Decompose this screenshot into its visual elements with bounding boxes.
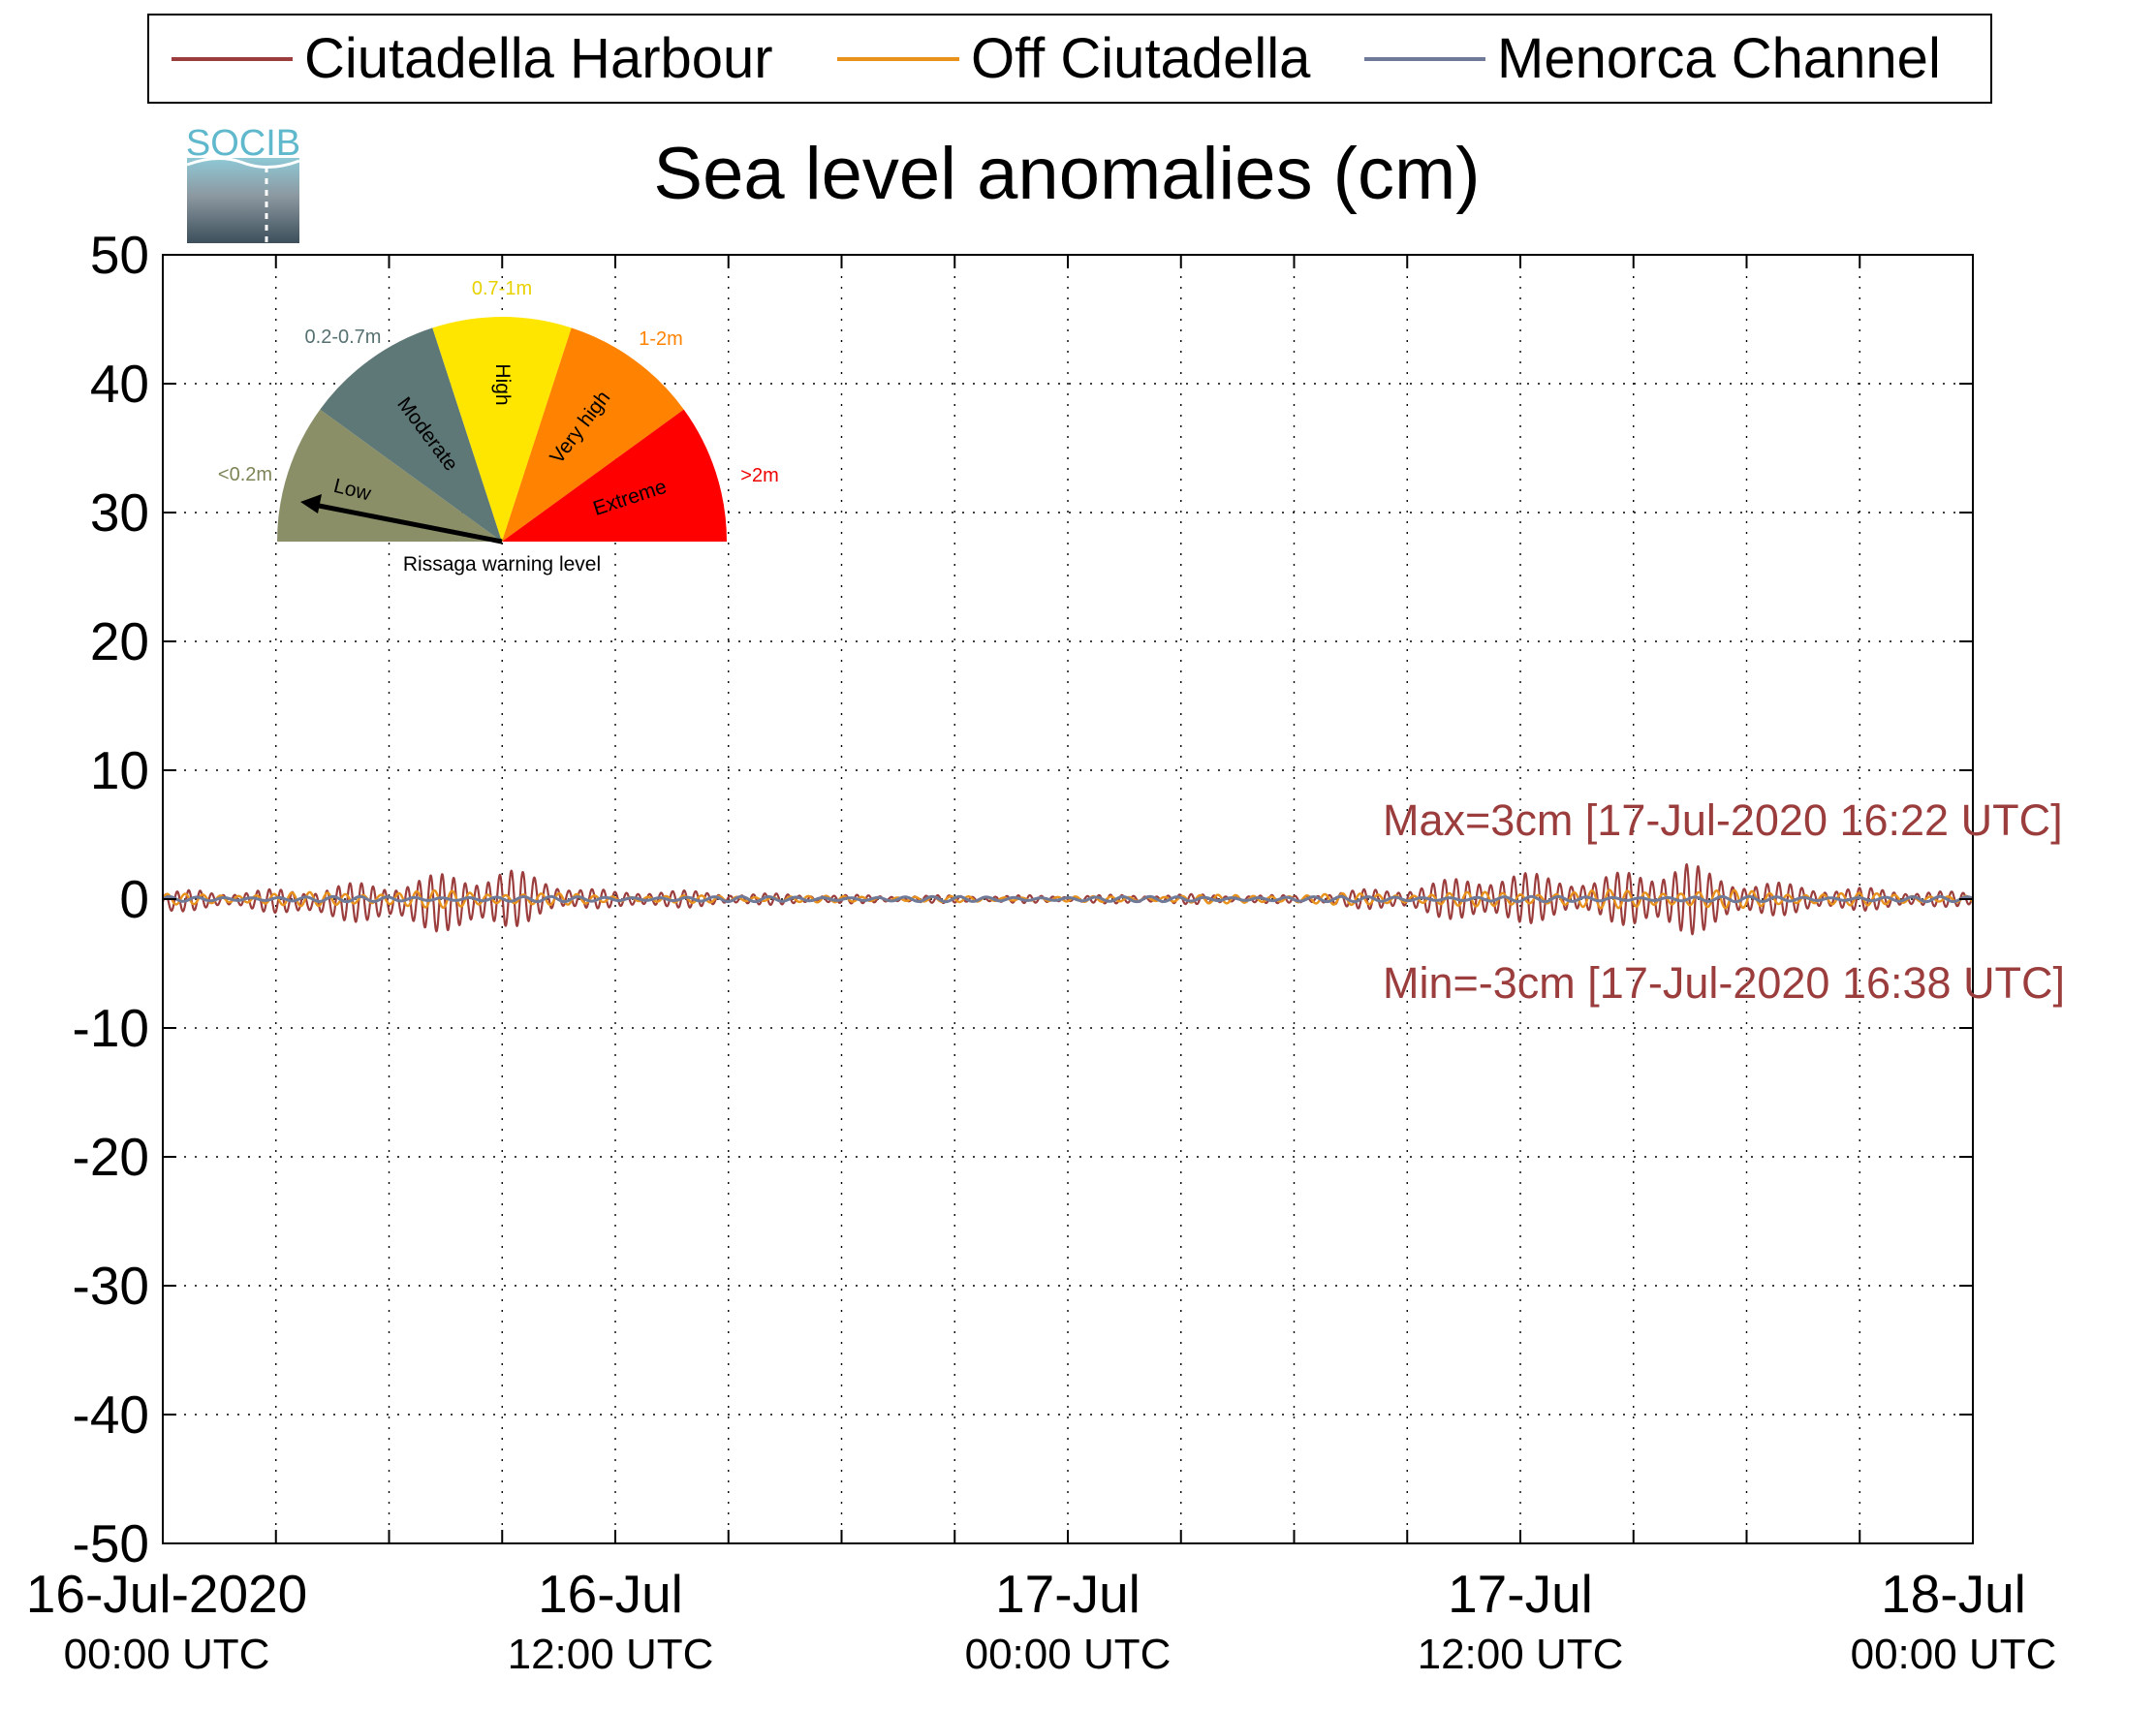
y-tick-label: 20 bbox=[90, 611, 149, 671]
gauge-range-moderate: 0.2-0.7m bbox=[305, 327, 382, 348]
y-tick-label: -10 bbox=[73, 998, 150, 1058]
gauge-sector-extreme bbox=[502, 409, 727, 542]
legend-label-off-ciutadella: Off Ciutadella bbox=[971, 27, 1311, 90]
x-tick-label-date: 17-Jul bbox=[1448, 1564, 1593, 1624]
y-tick-label: -40 bbox=[73, 1385, 150, 1445]
rissaga-gauge: Low Moderate High Very high Extreme <0.2… bbox=[218, 278, 779, 576]
logo-text: SOCIB bbox=[186, 123, 300, 164]
gauge-range-high: 0.7-1m bbox=[472, 278, 532, 299]
y-tick-label: 50 bbox=[90, 225, 149, 285]
gauge-sector-moderate bbox=[320, 327, 502, 542]
min-annotation: Min=-3cm [17-Jul-2020 16:38 UTC] bbox=[1383, 958, 2065, 1008]
legend-box bbox=[147, 14, 1992, 104]
gauge-needle-arrowhead bbox=[300, 494, 322, 514]
socib-logo: SOCIB bbox=[186, 123, 300, 243]
x-tick-label-time: 00:00 UTC bbox=[1851, 1631, 2057, 1678]
gauge-range-extreme: >2m bbox=[740, 465, 778, 486]
y-tick-label: -30 bbox=[73, 1256, 150, 1316]
chart-title: Sea level anomalies (cm) bbox=[653, 133, 1480, 215]
x-tick-labels: 16-Jul-2020 00:00 UTC 16-Jul 12:00 UTC 1… bbox=[26, 1564, 2057, 1678]
gauge-needle bbox=[313, 502, 503, 545]
logo-gradient-block bbox=[187, 158, 299, 243]
x-tick-label-date: 18-Jul bbox=[1881, 1564, 2026, 1624]
series-line-menorca-channel bbox=[161, 894, 1975, 904]
tick-marks bbox=[163, 254, 1973, 1544]
series-line-off-ciutadella bbox=[161, 888, 1974, 910]
y-tick-label: 10 bbox=[90, 740, 149, 800]
x-tick-label-time: 00:00 UTC bbox=[64, 1631, 270, 1678]
gauge-range-low: <0.2m bbox=[218, 464, 272, 485]
gauge-sector-high bbox=[432, 317, 572, 542]
x-tick-label-date: 17-Jul bbox=[995, 1564, 1140, 1624]
y-tick-label: 0 bbox=[119, 869, 149, 929]
series-layer bbox=[161, 862, 1975, 936]
y-tick-label: 40 bbox=[90, 354, 149, 414]
gauge-caption: Rissaga warning level bbox=[403, 553, 601, 576]
y-tick-label: -50 bbox=[73, 1513, 150, 1573]
x-tick-label-time: 12:00 UTC bbox=[1418, 1631, 1624, 1678]
gauge-label-high: High bbox=[491, 363, 514, 405]
x-tick-label-time: 00:00 UTC bbox=[965, 1631, 1172, 1678]
x-tick-label-date: 16-Jul bbox=[538, 1564, 683, 1624]
gauge-range-very-high: 1-2m bbox=[639, 328, 683, 350]
legend: Ciutadella Harbour Off Ciutadella Menorc… bbox=[147, 14, 1992, 104]
legend-label-ciutadella-harbour: Ciutadella Harbour bbox=[304, 27, 773, 90]
legend-label-menorca-channel: Menorca Channel bbox=[1497, 27, 1941, 90]
x-tick-label-time: 12:00 UTC bbox=[508, 1631, 714, 1678]
max-annotation: Max=3cm [17-Jul-2020 16:22 UTC] bbox=[1383, 795, 2063, 845]
y-tick-labels: 50 40 30 20 10 0 -10 -20 -30 -40 -50 bbox=[73, 225, 150, 1573]
gauge-sector-very-high bbox=[502, 327, 684, 542]
logo-wave-line bbox=[186, 157, 300, 169]
series-line-ciutadella-harbour bbox=[161, 862, 1975, 936]
x-tick-label-date: 16-Jul-2020 bbox=[26, 1564, 307, 1624]
y-tick-label: 30 bbox=[90, 482, 149, 543]
y-tick-label: -20 bbox=[73, 1127, 150, 1187]
